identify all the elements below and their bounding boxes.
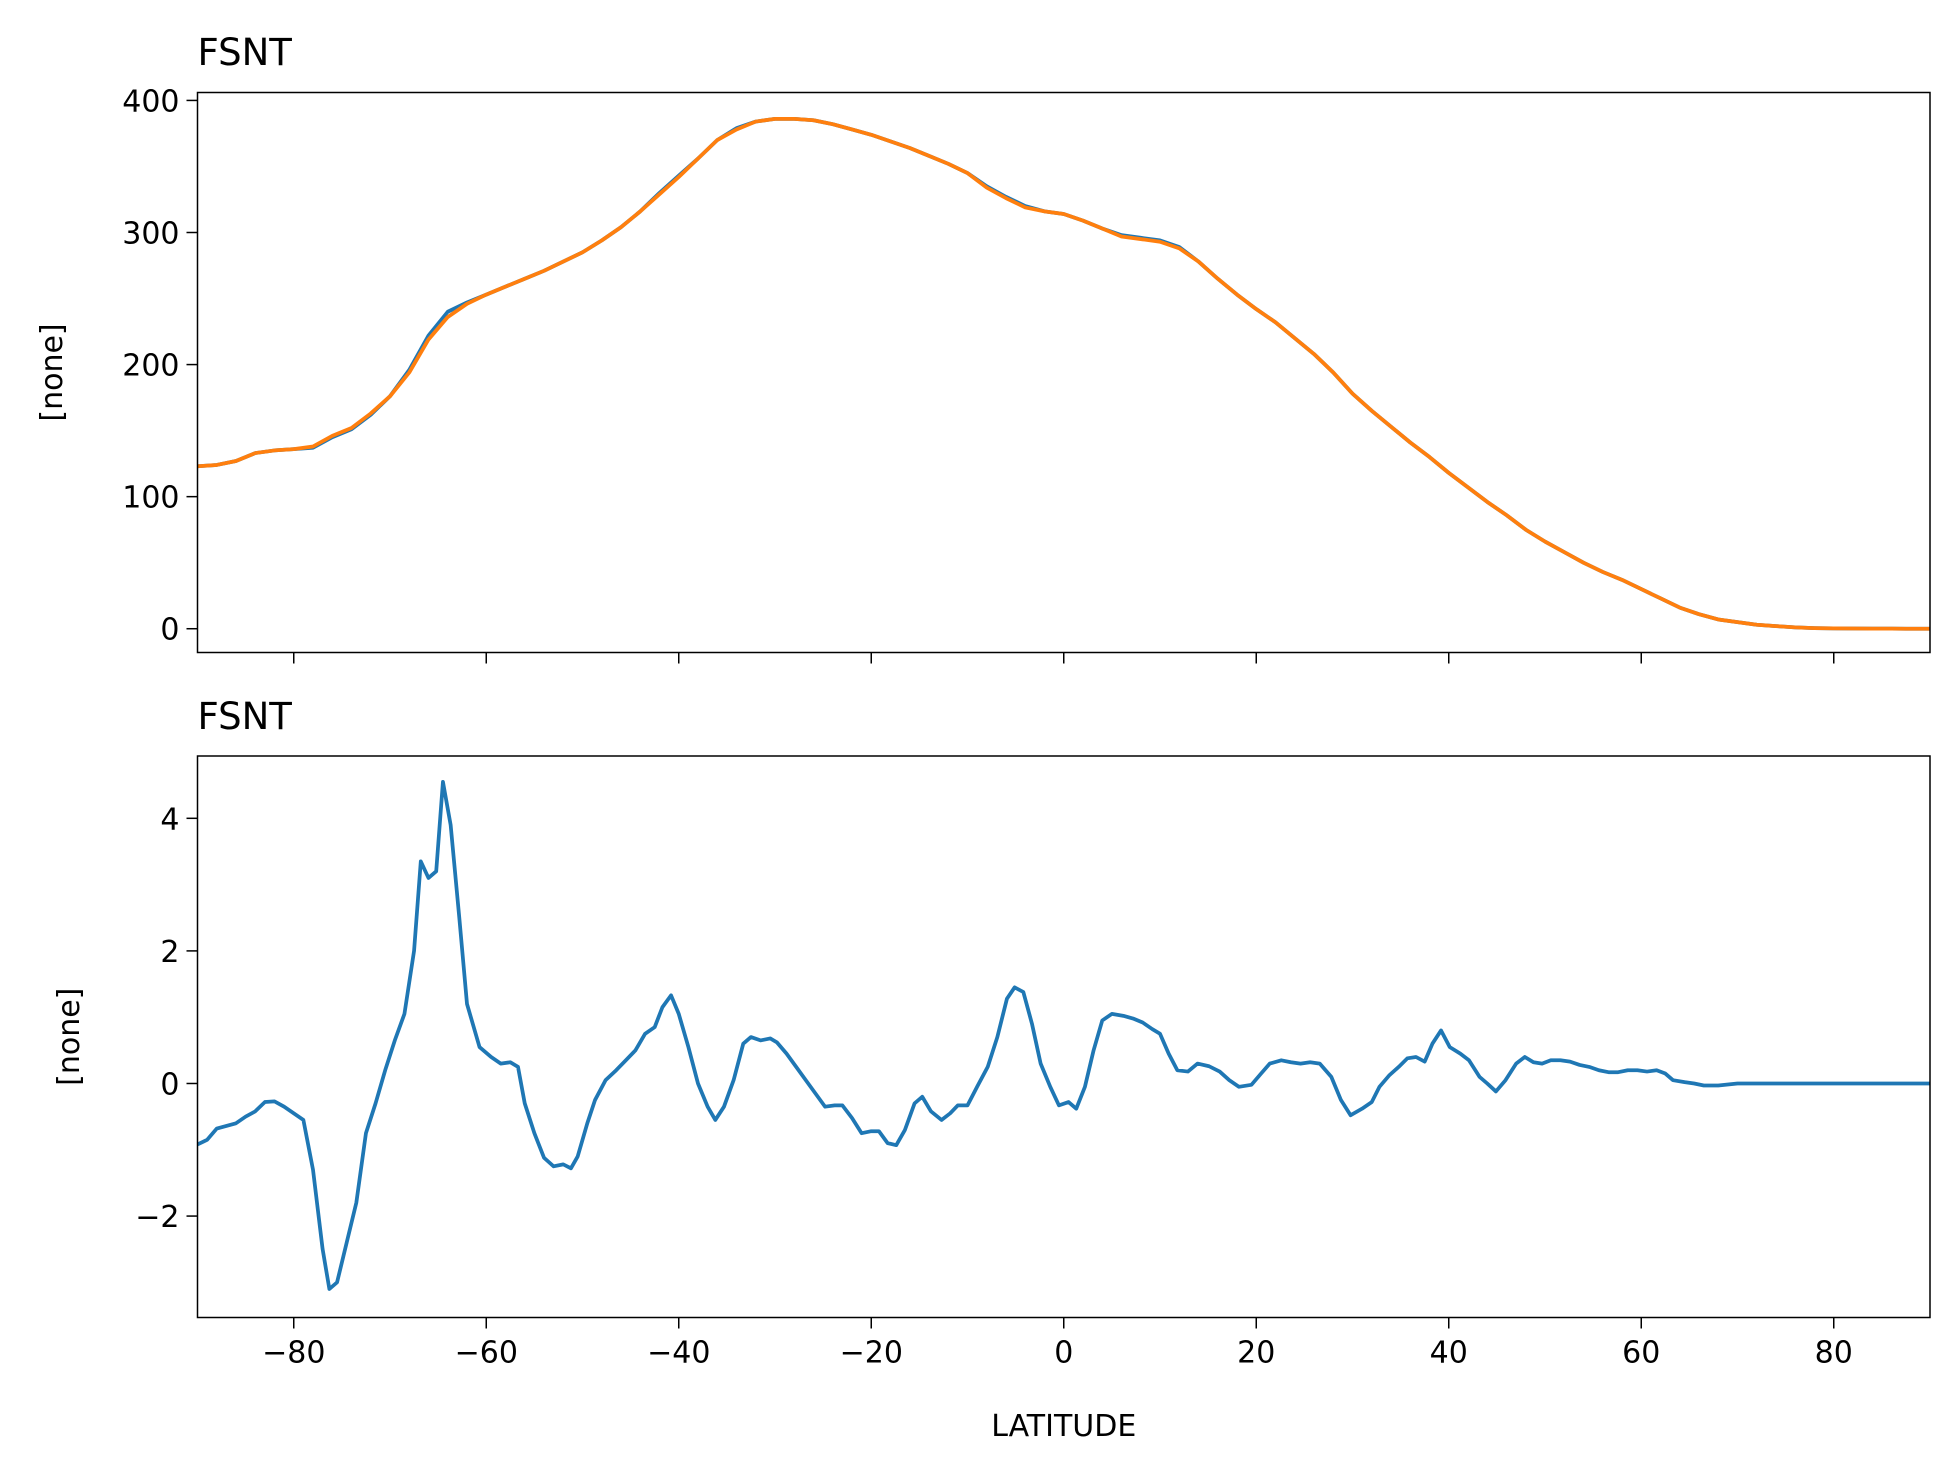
axes-frame — [196, 91, 1931, 654]
y-tick-label: 2 — [160, 935, 179, 970]
x-tick-label: −40 — [647, 1336, 710, 1371]
y-tick-label: 300 — [122, 217, 179, 252]
x-tick-label: −60 — [455, 1336, 518, 1371]
axes-title: FSNT — [198, 31, 293, 74]
y-tick-label: −2 — [135, 1200, 179, 1235]
x-tick-label: 0 — [1054, 1336, 1073, 1371]
x-tick-label: −20 — [840, 1336, 903, 1371]
x-axis-label: LATITUDE — [991, 1409, 1136, 1444]
x-tick-label: 60 — [1622, 1336, 1660, 1371]
y-tick-label: 200 — [122, 349, 179, 384]
y-axis-label: [none] — [52, 988, 87, 1086]
data-line — [197, 117, 1930, 631]
x-tick-label: −80 — [262, 1336, 325, 1371]
x-tick-label: 20 — [1237, 1336, 1275, 1371]
axes-frame — [196, 755, 1931, 1319]
y-tick-label: 100 — [122, 481, 179, 516]
y-axis-label: [none] — [35, 323, 70, 421]
data-line — [197, 779, 1930, 1291]
x-tick-label: 80 — [1815, 1336, 1853, 1371]
data-line — [197, 117, 1930, 631]
y-tick-label: 0 — [160, 613, 179, 648]
axes-title: FSNT — [198, 695, 293, 738]
x-tick-label: 40 — [1430, 1336, 1468, 1371]
y-tick-label: 0 — [160, 1067, 179, 1102]
y-tick-label: 4 — [160, 802, 179, 837]
y-tick-label: 400 — [122, 84, 179, 119]
